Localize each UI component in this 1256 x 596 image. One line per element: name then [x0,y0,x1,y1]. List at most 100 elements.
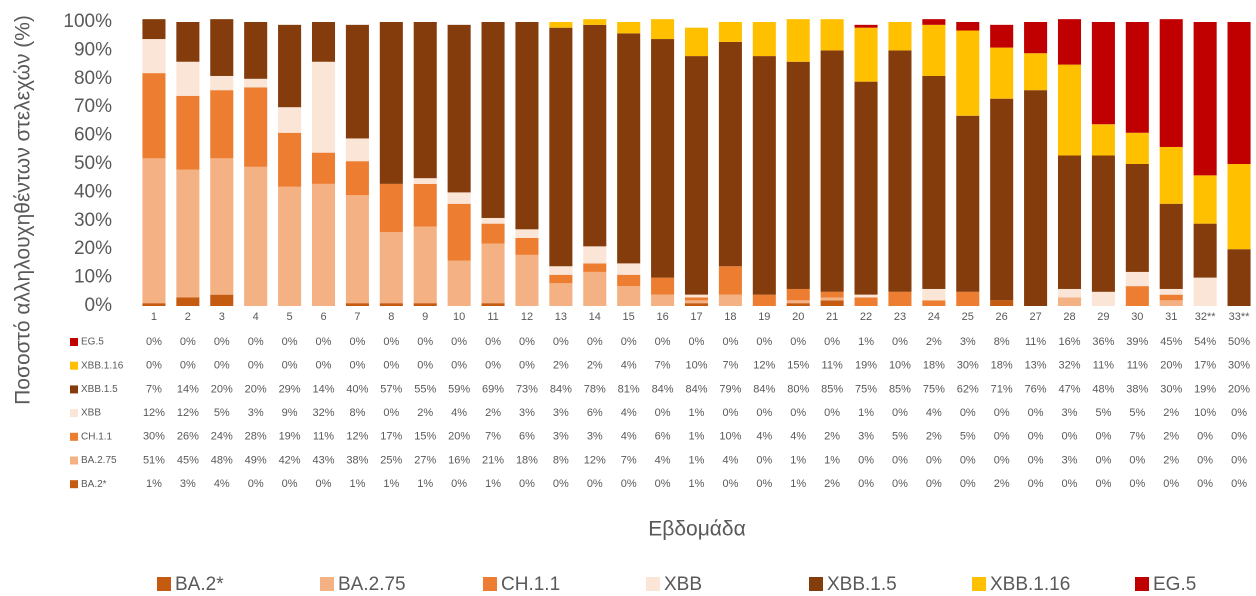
table-cell: 20% [1160,360,1182,372]
table-cell: 1% [790,454,806,466]
bar-segment [549,274,573,284]
table-cell: 5% [1095,407,1111,419]
table-cell: 0% [383,407,399,419]
bar-segment [413,226,437,304]
bar-segment [583,271,607,306]
table-cell: 0% [926,478,942,490]
bar-segment [413,22,437,179]
table-cell: 10% [685,360,707,372]
table-cell: 4% [451,407,467,419]
bar-segment [854,24,878,28]
table-cell: 1% [689,478,705,490]
table-cell: 0% [892,407,908,419]
bar-segment [447,260,471,306]
bar-segment [549,283,573,306]
table-cell: 1% [485,478,501,490]
bar-segment [1091,22,1115,125]
bar-segment [413,303,437,306]
table-cell: 2% [485,407,501,419]
table-cell: 26% [177,431,199,443]
bar-segment [583,246,607,264]
table-cell: 30% [957,360,979,372]
table-cell: 27% [414,454,436,466]
bar-segment [786,19,810,62]
table-cell: 0% [892,454,908,466]
x-tick-label: 23 [894,311,906,323]
table-cell: 3% [519,407,535,419]
bar-segment [651,277,675,295]
table-cell: 45% [177,454,199,466]
legend-label: XBB.1.16 [990,574,1070,595]
bar-segment [515,237,539,255]
bar-segment [1227,249,1251,306]
bar-segment [1193,277,1217,306]
bar-segment [922,300,946,306]
bar-segment [481,243,505,304]
bar-segment [1159,300,1183,306]
table-cell: 18% [923,360,945,372]
table-cell: 1% [689,454,705,466]
table-cell: 1% [689,431,705,443]
table-cell: 0% [858,454,874,466]
bar-segment [1057,155,1082,289]
table-row-label: EG.5 [81,337,104,348]
y-tick-label: 50% [74,153,112,174]
x-axis-title: Εβδομάδα [648,518,746,541]
table-cell: 2% [824,478,840,490]
bar-segment [244,22,268,79]
table-cell: 15% [414,431,436,443]
bar-segment [1091,291,1115,306]
bar-segment [210,75,234,91]
table-cell: 0% [756,454,772,466]
bar-segment [922,288,946,301]
table-cell: 4% [926,407,942,419]
table-cell: 20% [245,383,267,395]
bar-segment [481,217,505,224]
table-row-label: XBB.1.5 [81,384,118,395]
x-tick-label: 24 [928,311,940,323]
table-cell: 0% [756,336,772,348]
x-tick-label: 21 [826,311,838,323]
bar-segment [922,24,946,76]
table-cell: 40% [346,383,368,395]
table-cell: 12% [584,454,606,466]
y-tick-label: 70% [74,96,112,117]
y-tick-label: 60% [74,125,112,146]
table-cell: 11% [1025,336,1046,348]
table-cell: 48% [1092,383,1114,395]
table-key [70,456,78,465]
bar-segment [142,73,166,159]
table-cell: 59% [448,383,470,395]
table-cell: 12% [753,360,775,372]
legend-label: BA.2* [175,574,224,595]
table-cell: 0% [655,478,671,490]
bar-segment [142,39,166,74]
bar-segment [990,24,1014,48]
bar-segment [786,300,810,304]
bar-segment [956,22,980,31]
table-cell: 2% [1163,454,1179,466]
table-cell: 7% [655,360,671,372]
table-cell: 4% [621,360,637,372]
table-cell: 0% [824,407,840,419]
table-key [70,385,78,394]
bar-segment [888,291,912,306]
table-cell: 0% [383,360,399,372]
x-tick-label: 27 [1029,311,1041,323]
bar-segment [176,95,200,170]
table-cell: 0% [1028,407,1044,419]
bar-segment [990,300,1014,306]
y-tick-label: 0% [85,295,113,316]
table-cell: 2% [587,360,603,372]
table-cell: 18% [991,360,1013,372]
bar-segment [820,300,844,306]
bar-segment [1125,164,1149,272]
bar-segment [244,87,268,167]
table-cell: 73% [516,383,538,395]
bar-segment [956,30,980,116]
bar-segment [820,291,844,298]
table-cell: 38% [1126,383,1148,395]
table-cell: 16% [1058,336,1080,348]
x-tick-label: 28 [1063,311,1075,323]
table-row-label: CH.1.1 [81,431,113,442]
